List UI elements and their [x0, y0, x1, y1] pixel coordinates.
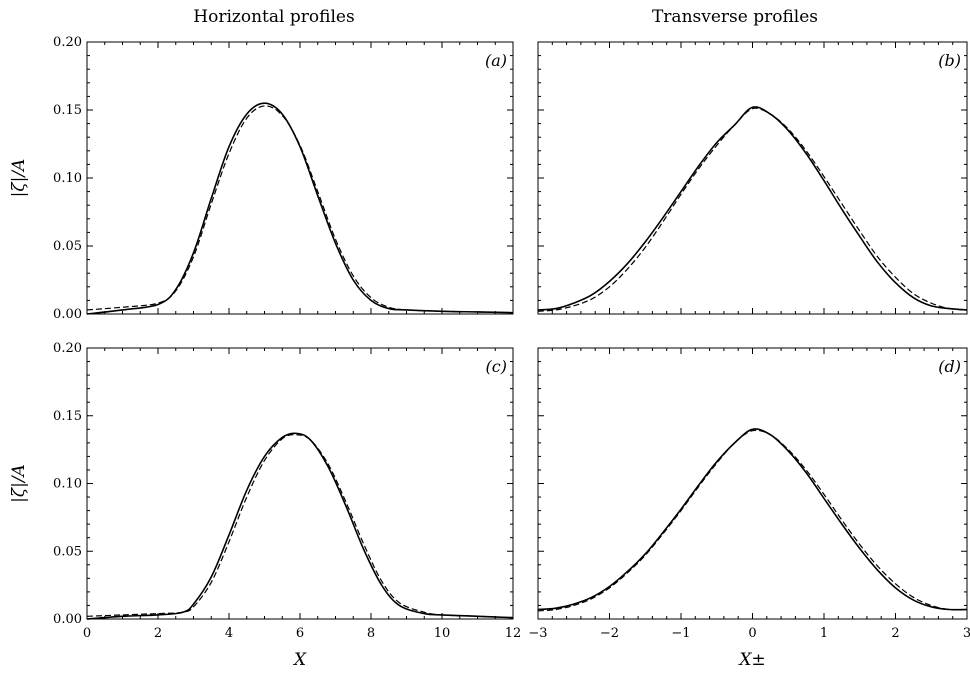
y-tick-label: 0.15	[53, 409, 82, 424]
y-tick-label: 0.10	[53, 171, 82, 186]
x-tick-label: −3	[528, 626, 547, 641]
x-tick-label: 6	[296, 626, 304, 641]
x-tick-label: 0	[748, 626, 756, 641]
x-tick-label: 3	[963, 626, 970, 641]
panel-d: −3 −2 −1 0 1 2 3 X± (d)	[528, 347, 970, 670]
plot-frame	[537, 41, 968, 315]
panel-b: (b)	[537, 41, 968, 315]
y-axis-label: |ζ|/A	[9, 159, 29, 198]
x-tick-label: −2	[600, 626, 619, 641]
x-tick-label: 2	[891, 626, 899, 641]
plot-frame	[86, 347, 514, 620]
x-tick-label: 12	[505, 626, 522, 641]
x-tick-label: 0	[83, 626, 91, 641]
x-tick-label: 8	[367, 626, 375, 641]
y-tick-label: 0.00	[53, 612, 82, 627]
column-title-horizontal: Horizontal profiles	[193, 7, 354, 27]
solid-series-line	[537, 428, 968, 611]
panel-tag: (c)	[486, 357, 507, 376]
column-title-transverse: Transverse profiles	[652, 7, 818, 27]
x-axis-label: X±	[737, 650, 765, 670]
x-tick-label: 1	[820, 626, 828, 641]
y-tick-label: 0.15	[53, 103, 82, 118]
y-tick-label: 0.05	[53, 239, 82, 254]
panel-tag: (d)	[938, 357, 961, 376]
panel-a: 0.00 0.05 0.10 0.15 0.20 |ζ|/A (a)	[9, 35, 514, 322]
plot-frame	[537, 347, 968, 620]
y-tick-label: 0.10	[53, 477, 82, 492]
x-tick-label: −1	[671, 626, 690, 641]
dashed-series-line	[86, 105, 514, 314]
dashed-series-line	[537, 107, 968, 312]
x-tick-label: 4	[225, 626, 233, 641]
panel-tag: (a)	[485, 51, 507, 70]
solid-series-line	[86, 102, 514, 315]
x-tick-label: 10	[434, 626, 451, 641]
dashed-series-line	[86, 434, 514, 619]
y-tick-label: 0.00	[53, 307, 82, 322]
y-tick-label: 0.05	[53, 544, 82, 559]
y-axis-label: |ζ|/A	[9, 464, 29, 503]
x-tick-label: 2	[154, 626, 162, 641]
y-tick-label: 0.20	[53, 35, 82, 50]
panel-c: 0.00 0.05 0.10 0.15 0.20 0 2 4 6 8 10 12 |ζ|/A X (c)	[9, 341, 521, 670]
plot-frame	[86, 41, 514, 315]
solid-series-line	[86, 432, 514, 620]
panel-tag: (b)	[938, 51, 961, 70]
dashed-series-line	[537, 429, 968, 612]
solid-series-line	[537, 106, 968, 311]
y-tick-label: 0.20	[53, 341, 82, 356]
x-axis-label: X	[292, 650, 307, 670]
